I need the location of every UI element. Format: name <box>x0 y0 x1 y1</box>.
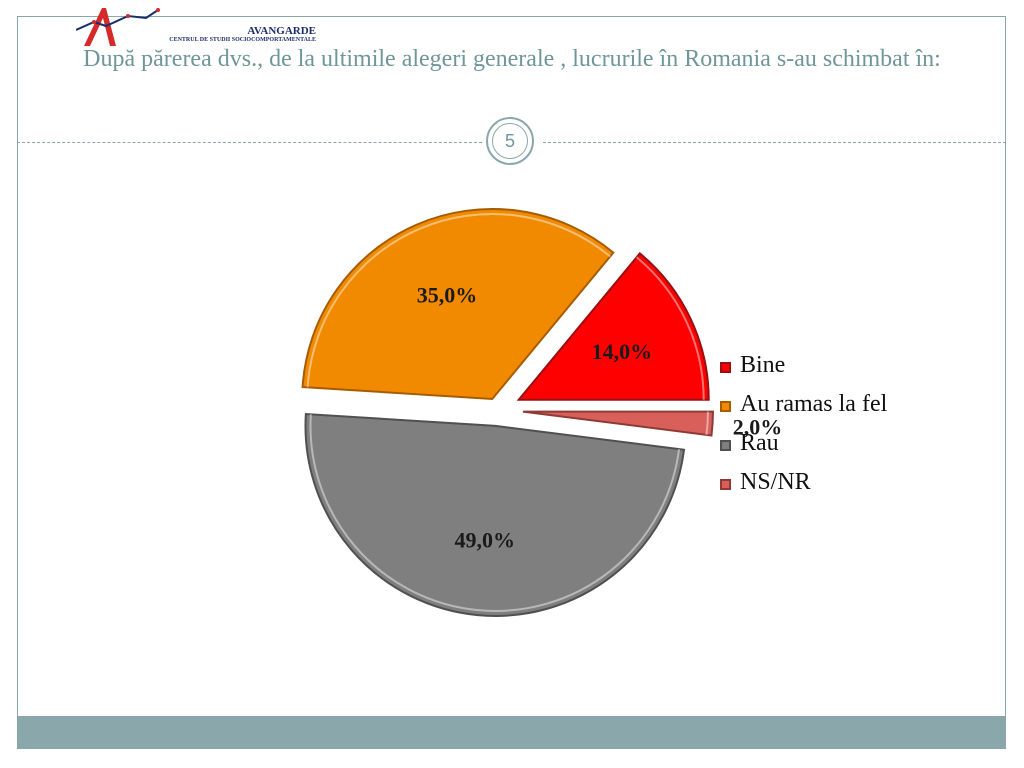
slice-data-label: 49,0% <box>455 527 516 552</box>
pie-slice-bevel <box>309 414 681 612</box>
slide-number-badge: 5 <box>486 117 534 165</box>
slice-data-label: 14,0% <box>592 339 653 364</box>
title-divider-right <box>543 142 1006 143</box>
legend-swatch <box>720 440 731 451</box>
title-divider-left <box>17 142 482 143</box>
legend-swatch <box>720 401 731 412</box>
pie-slice-bevel <box>705 411 709 435</box>
legend-label: Au ramas la fel <box>740 391 888 417</box>
slide-number: 5 <box>492 123 528 159</box>
page-title: După părerea dvs., de la ultimile aleger… <box>83 46 941 72</box>
pie-slice-rau <box>304 412 686 617</box>
pie-slice-bevel <box>306 213 611 388</box>
pie-slice-ns-nr <box>522 410 714 437</box>
slice-data-label: 35,0% <box>417 282 478 307</box>
legend-label: NS/NR <box>740 469 811 495</box>
logo-subtitle: CENTRUL DE STUDII SOCIOCOMPORTAMENTALE <box>169 37 316 43</box>
avangarde-logo <box>75 0 316 52</box>
pie-slice-bine <box>516 251 710 401</box>
legend-label: Rau <box>740 430 779 456</box>
logo-name: AVANGARDE <box>247 25 316 37</box>
pie-slice-au-ramas-la-fel <box>301 208 615 401</box>
slice-data-label: 2,0% <box>733 414 783 439</box>
legend-swatch <box>720 362 731 373</box>
legend-label: Bine <box>740 352 786 378</box>
logo-mark-icon <box>75 8 160 46</box>
pie-slice-bevel <box>636 256 705 400</box>
legend-swatch <box>720 479 731 490</box>
footer-band <box>17 716 1006 749</box>
